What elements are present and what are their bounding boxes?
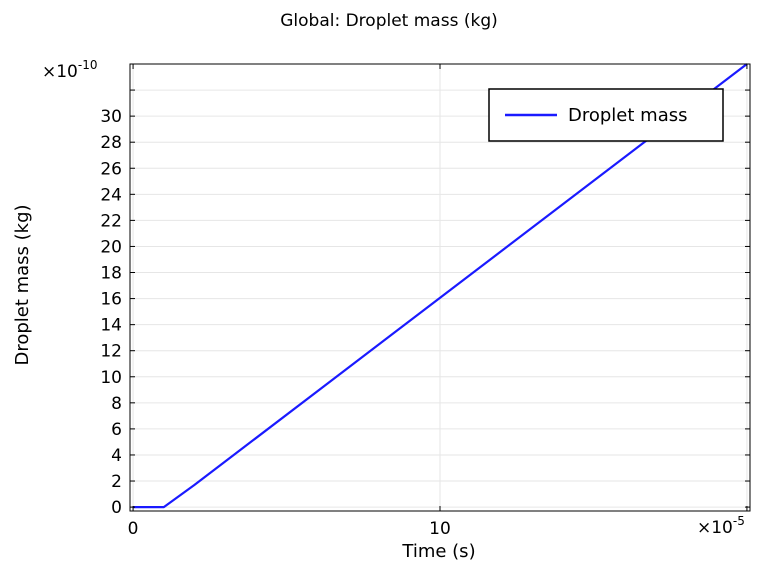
series-layer (133, 63, 748, 509)
chart-title: Global: Droplet mass (kg) (280, 11, 498, 31)
y-tick-label: 24 (100, 185, 122, 205)
legend-label: Droplet mass (568, 105, 687, 126)
y-tick-label: 28 (100, 133, 122, 153)
y-tick-label: 30 (100, 107, 122, 127)
series-line-droplet-mass (133, 63, 748, 509)
x-tick-label: 0 (128, 519, 139, 539)
y-tick-label: 0 (111, 498, 122, 518)
y-tick-label: 18 (100, 264, 122, 284)
x-axis-multiplier: ×10-5 (697, 514, 745, 538)
y-tick-label: 4 (111, 446, 122, 466)
axis-ticks (130, 64, 750, 511)
y-tick-label: 16 (100, 290, 122, 310)
x-tick-label: 10 (429, 519, 451, 539)
y-tick-label: 20 (100, 237, 122, 257)
y-tick-label: 2 (111, 472, 122, 492)
y-tick-label: 22 (100, 211, 122, 231)
y-tick-label: 12 (100, 342, 122, 362)
y-tick-label: 14 (100, 316, 122, 336)
x-tick-labels: 0 10 (128, 519, 451, 539)
y-tick-label: 26 (100, 159, 122, 179)
y-tick-label: 6 (111, 420, 122, 440)
y-axis-multiplier: ×10-10 (42, 58, 98, 82)
legend: Droplet mass (488, 88, 724, 142)
grid (130, 64, 750, 511)
x-axis-label: Time (s) (401, 541, 475, 562)
y-tick-label: 10 (100, 368, 122, 388)
y-tick-label: 8 (111, 394, 122, 414)
y-axis-label: Droplet mass (kg) (12, 204, 33, 365)
